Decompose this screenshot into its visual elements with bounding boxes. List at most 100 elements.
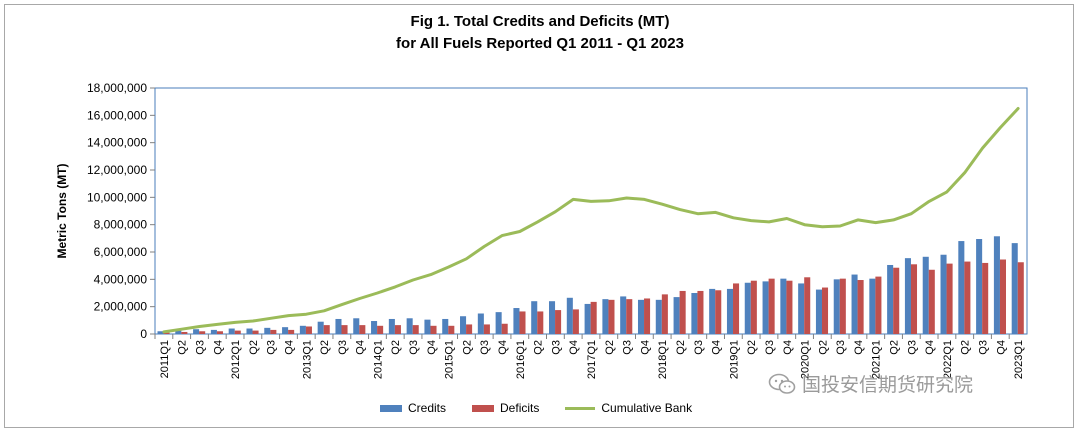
- bar-credits: [851, 274, 858, 334]
- bar-deficits: [323, 325, 330, 334]
- bar-credits: [210, 329, 217, 334]
- watermark-text: 国投安信期货研究院: [802, 375, 974, 396]
- bar-credits: [691, 293, 698, 334]
- bar-credits: [299, 325, 306, 334]
- x-tick-label: Q2: [177, 340, 189, 355]
- bar-deficits: [928, 269, 935, 334]
- bar-deficits: [377, 325, 384, 334]
- bar-deficits: [590, 301, 597, 334]
- bar-credits: [353, 318, 360, 334]
- bar-credits: [655, 299, 662, 334]
- bar-deficits: [305, 326, 312, 334]
- bar-credits: [904, 258, 911, 334]
- bar-credits: [477, 313, 484, 334]
- x-tick-label: 2017Q1: [586, 340, 598, 379]
- x-tick-label: Q2: [746, 340, 758, 355]
- y-tick-label: 0: [140, 327, 147, 341]
- bar-deficits: [252, 330, 259, 334]
- bar-credits: [976, 239, 983, 334]
- bar-deficits: [786, 280, 793, 334]
- bar-credits: [460, 316, 467, 334]
- y-tick-label: 14,000,000: [87, 136, 147, 150]
- bar-credits: [958, 241, 965, 334]
- legend-swatch-deficits: [472, 404, 495, 412]
- x-tick-label: Q3: [906, 340, 918, 355]
- x-tick-label: Q2: [248, 340, 260, 355]
- legend-item-credits: Credits: [380, 401, 446, 415]
- watermark: 国投安信期货研究院: [768, 370, 973, 397]
- x-tick-label: Q4: [853, 340, 865, 355]
- x-tick-label: Q2: [461, 340, 473, 355]
- x-tick-label: Q3: [337, 340, 349, 355]
- bar-deficits: [483, 324, 490, 334]
- bar-credits: [282, 327, 289, 334]
- legend-swatch-credits: [380, 404, 402, 412]
- x-tick-label: 2021Q1: [871, 340, 883, 379]
- x-tick-label: 2018Q1: [657, 340, 669, 379]
- bar-credits: [371, 321, 378, 334]
- x-tick-label: Q4: [639, 340, 651, 355]
- x-tick-label: Q4: [497, 340, 509, 355]
- bar-deficits: [359, 325, 366, 334]
- bar-credits: [833, 279, 840, 334]
- y-tick-label: 16,000,000: [87, 108, 147, 122]
- legend-swatch-bank: [565, 406, 596, 410]
- x-tick-label: Q4: [924, 340, 936, 355]
- bar-deficits: [857, 280, 864, 334]
- x-tick-label: Q4: [711, 340, 723, 355]
- bar-credits: [620, 296, 627, 334]
- y-tick-label: 2,000,000: [94, 300, 148, 314]
- bar-credits: [584, 303, 591, 334]
- bar-credits: [264, 327, 271, 334]
- x-tick-label: 2020Q1: [800, 340, 812, 379]
- bar-deficits: [234, 330, 241, 334]
- x-tick-label: Q2: [533, 340, 545, 355]
- bar-deficits: [964, 261, 971, 334]
- x-tick-label: Q4: [782, 340, 794, 355]
- bar-deficits: [750, 280, 757, 334]
- bar-credits: [887, 264, 894, 334]
- bar-credits: [762, 281, 769, 334]
- bar-deficits: [715, 290, 722, 334]
- bar-credits: [1011, 243, 1018, 334]
- bar-credits: [726, 288, 734, 334]
- bar-deficits: [946, 263, 953, 334]
- y-tick-label: 18,000,000: [87, 81, 147, 95]
- x-tick-label: Q3: [194, 340, 206, 355]
- chart-title: Fig 1. Total Credits and Deficits (MT): [410, 13, 670, 30]
- x-tick-label: Q4: [568, 340, 580, 355]
- x-tick-label: Q2: [604, 340, 616, 355]
- legend-item-deficits: Deficits: [472, 401, 539, 415]
- bar-deficits: [288, 329, 295, 334]
- chart-subtitle: for All Fuels Reported Q1 2011 - Q1 2023: [396, 35, 684, 52]
- bar-credits: [602, 299, 609, 334]
- bar-deficits: [181, 331, 188, 334]
- x-tick-label: 2019Q1: [728, 340, 740, 379]
- x-tick-label: Q4: [995, 340, 1007, 355]
- bar-credits: [709, 288, 716, 334]
- bar-credits: [175, 330, 182, 334]
- bar-credits: [495, 312, 502, 334]
- bar-deficits: [466, 324, 473, 334]
- bar-credits: [531, 301, 538, 334]
- bar-deficits: [821, 287, 829, 334]
- x-tick-label: 2022Q1: [942, 340, 954, 379]
- bar-credits: [335, 318, 342, 334]
- bar-deficits: [910, 264, 918, 334]
- x-tick-label: Q3: [693, 340, 705, 355]
- bar-deficits: [768, 278, 775, 334]
- bar-credits: [637, 299, 645, 334]
- y-axis-title: Metric Tons (MT): [55, 163, 69, 258]
- y-tick-label: 4,000,000: [94, 272, 148, 286]
- x-tick-label: 2023Q1: [1013, 340, 1025, 379]
- x-tick-label: Q3: [622, 340, 634, 355]
- bar-deficits: [661, 294, 668, 334]
- legend-label-credits: Credits: [408, 401, 447, 415]
- bar-deficits: [982, 262, 989, 334]
- x-tick-label: Q3: [835, 340, 847, 355]
- x-tick-label: Q3: [479, 340, 491, 355]
- x-tick-label: Q3: [266, 340, 278, 355]
- bar-credits: [566, 297, 573, 334]
- bar-credits: [513, 308, 520, 334]
